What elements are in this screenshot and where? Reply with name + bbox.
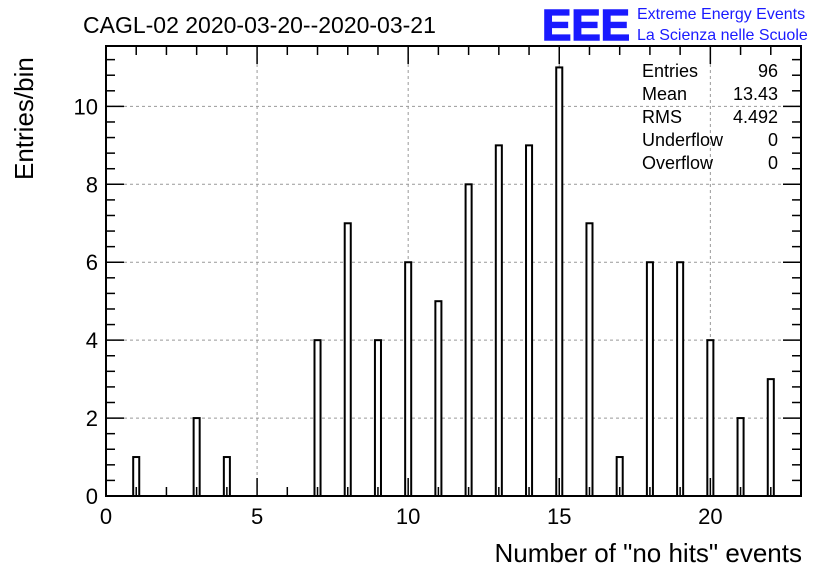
y-tick-label: 0 [86, 484, 98, 509]
y-tick-label: 4 [86, 328, 98, 353]
histogram-bar [585, 222, 594, 497]
histogram-bar [525, 144, 534, 497]
histogram-bar [555, 66, 564, 498]
stats-label: RMS [642, 107, 682, 127]
histogram-bar [736, 417, 745, 497]
stats-value: 0 [768, 130, 778, 150]
y-tick-label: 2 [86, 406, 98, 431]
histogram-bar [373, 339, 382, 498]
histogram-bar [645, 261, 654, 497]
chart-title: CAGL-02 2020-03-20--2020-03-21 [83, 12, 436, 38]
stats-value: 0 [768, 153, 778, 173]
stats-value: 96 [758, 61, 778, 81]
histogram-bar [434, 300, 443, 497]
x-tick-label: 0 [100, 504, 112, 529]
x-tick-label: 5 [251, 504, 263, 529]
plot-frame [105, 45, 802, 497]
histogram-bar [494, 144, 503, 497]
x-tick-label: 20 [698, 504, 722, 529]
histogram-bar [766, 378, 775, 497]
histogram-bar [676, 261, 685, 497]
stats-label: Underflow [642, 130, 724, 150]
histogram-bar [343, 222, 352, 497]
stats-value: 4.492 [733, 107, 778, 127]
logo-line1: Extreme Energy Events [637, 6, 805, 23]
histogram-bar [706, 339, 715, 498]
x-tick-label: 15 [547, 504, 571, 529]
y-axis-label: Entries/bin [9, 57, 39, 180]
stats-label: Overflow [642, 153, 714, 173]
x-tick-label: 10 [396, 504, 420, 529]
y-tick-label: 6 [86, 250, 98, 275]
y-tick-label: 10 [74, 94, 98, 119]
grid-lines [106, 46, 801, 496]
tick-labels: 0 5 10 15 20 0 2 4 6 8 10 [74, 94, 723, 529]
histogram-bar [192, 417, 201, 497]
stats-value: 13.43 [733, 84, 778, 104]
stats-label: Mean [642, 84, 687, 104]
stats-box: Entries 96 Mean 13.43 RMS 4.492 Underflow 0 Over… [642, 61, 778, 173]
axes [105, 45, 802, 497]
histogram-bar [313, 339, 322, 498]
stats-label: Entries [642, 61, 698, 81]
eee-logo: EEE Extreme Energy Events La Scienza nel… [541, 0, 808, 51]
y-tick-label: 8 [86, 172, 98, 197]
logo-mark: EEE [542, 1, 630, 50]
x-axis-label: Number of "no hits" events [495, 538, 803, 568]
logo-line2: La Scienza nelle Scuole [637, 27, 808, 44]
histogram-bar [404, 261, 413, 497]
histogram-bar [464, 183, 473, 498]
